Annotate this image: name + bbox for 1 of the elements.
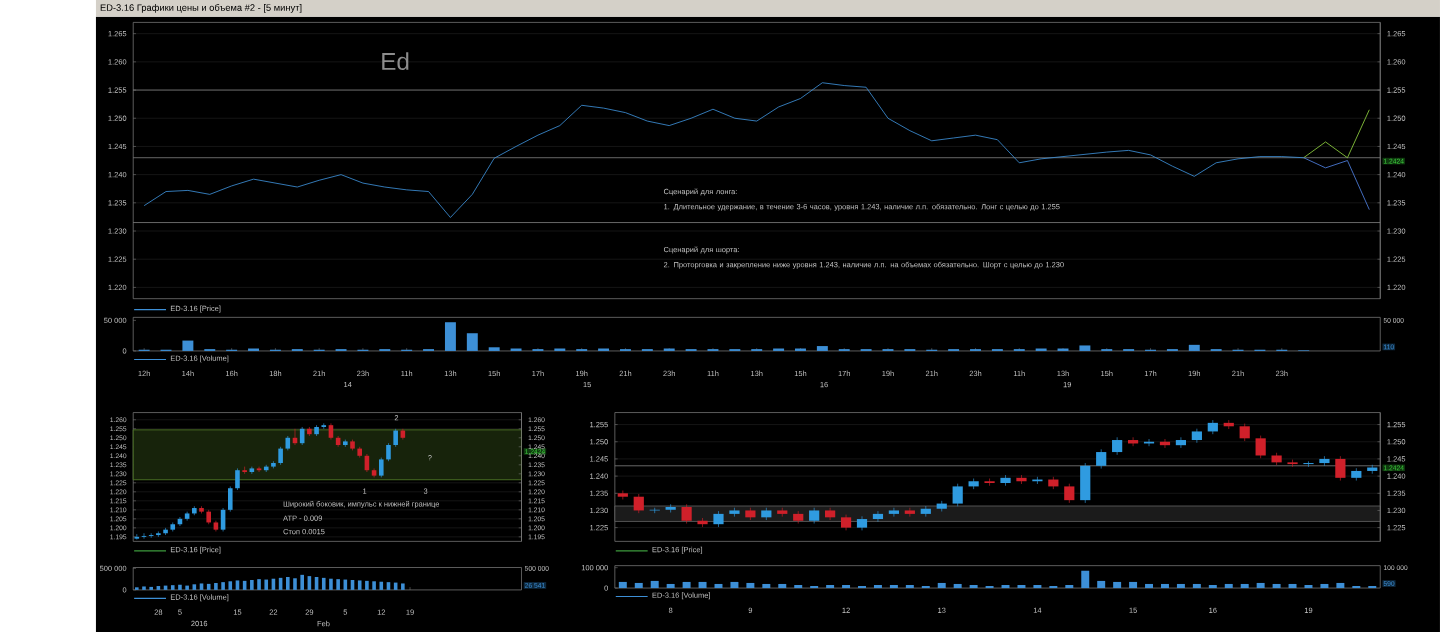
annotation: Ed (382, 51, 409, 70)
